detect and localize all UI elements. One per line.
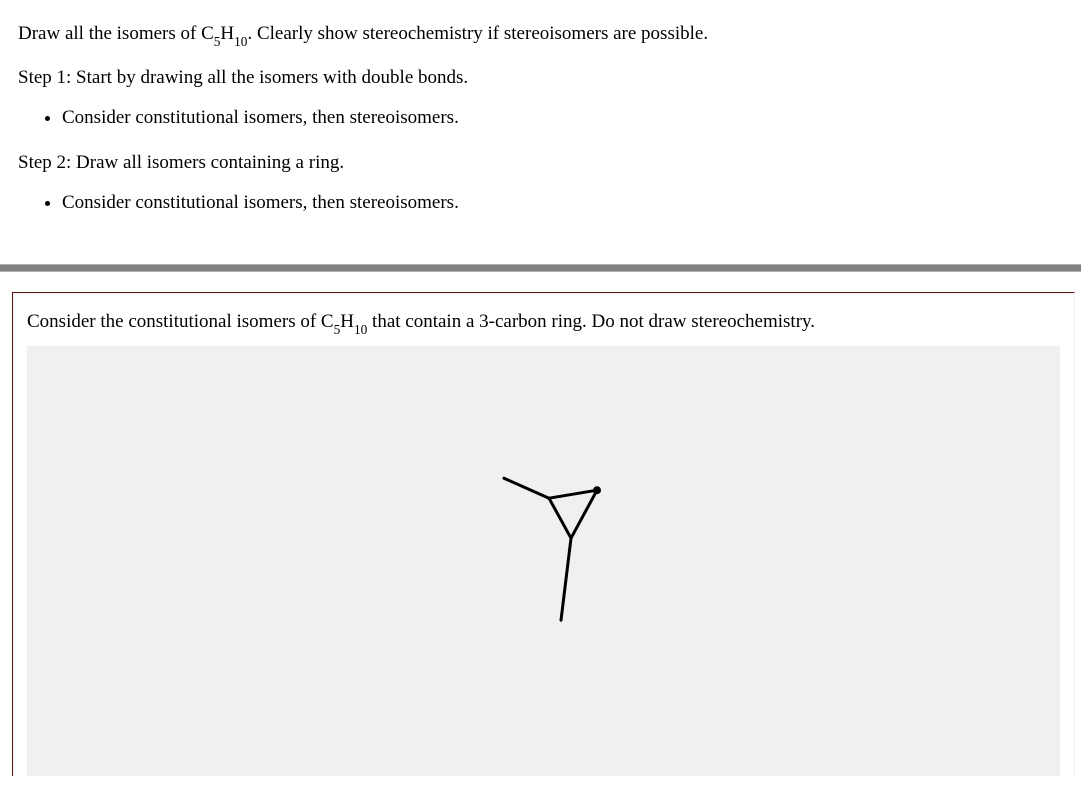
step-2-bullets: Consider constitutional isomers, then st… bbox=[18, 187, 1063, 220]
answer-prompt: Consider the constitutional isomers of C… bbox=[27, 311, 1060, 336]
text-fragment: Consider the constitutional isomers of C bbox=[27, 311, 334, 332]
subscript: 5 bbox=[334, 322, 341, 337]
molecule-structure bbox=[459, 460, 629, 670]
text-fragment: that contain a 3-carbon ring. Do not dra… bbox=[367, 311, 815, 332]
step-1-bullets: Consider constitutional isomers, then st… bbox=[18, 102, 1063, 135]
subscript: 5 bbox=[214, 34, 221, 49]
question-intro: Draw all the isomers of C5H10. Clearly s… bbox=[18, 20, 1063, 50]
step-1: Step 1: Start by drawing all the isomers… bbox=[18, 64, 1063, 93]
question-section: Draw all the isomers of C5H10. Clearly s… bbox=[0, 0, 1081, 264]
bullet-item: Consider constitutional isomers, then st… bbox=[62, 187, 1063, 220]
subscript: 10 bbox=[234, 34, 247, 49]
bullet-item: Consider constitutional isomers, then st… bbox=[62, 102, 1063, 135]
text-fragment: . Clearly show stereochemistry if stereo… bbox=[247, 23, 708, 44]
step-2: Step 2: Draw all isomers containing a ri… bbox=[18, 149, 1063, 178]
drawing-canvas[interactable] bbox=[27, 346, 1060, 776]
text-fragment: H bbox=[220, 23, 234, 44]
text-fragment: Draw all the isomers of C bbox=[18, 23, 214, 44]
answer-panel: Consider the constitutional isomers of C… bbox=[12, 292, 1075, 776]
section-divider bbox=[0, 264, 1081, 272]
subscript: 10 bbox=[354, 322, 367, 337]
text-fragment: H bbox=[340, 311, 354, 332]
